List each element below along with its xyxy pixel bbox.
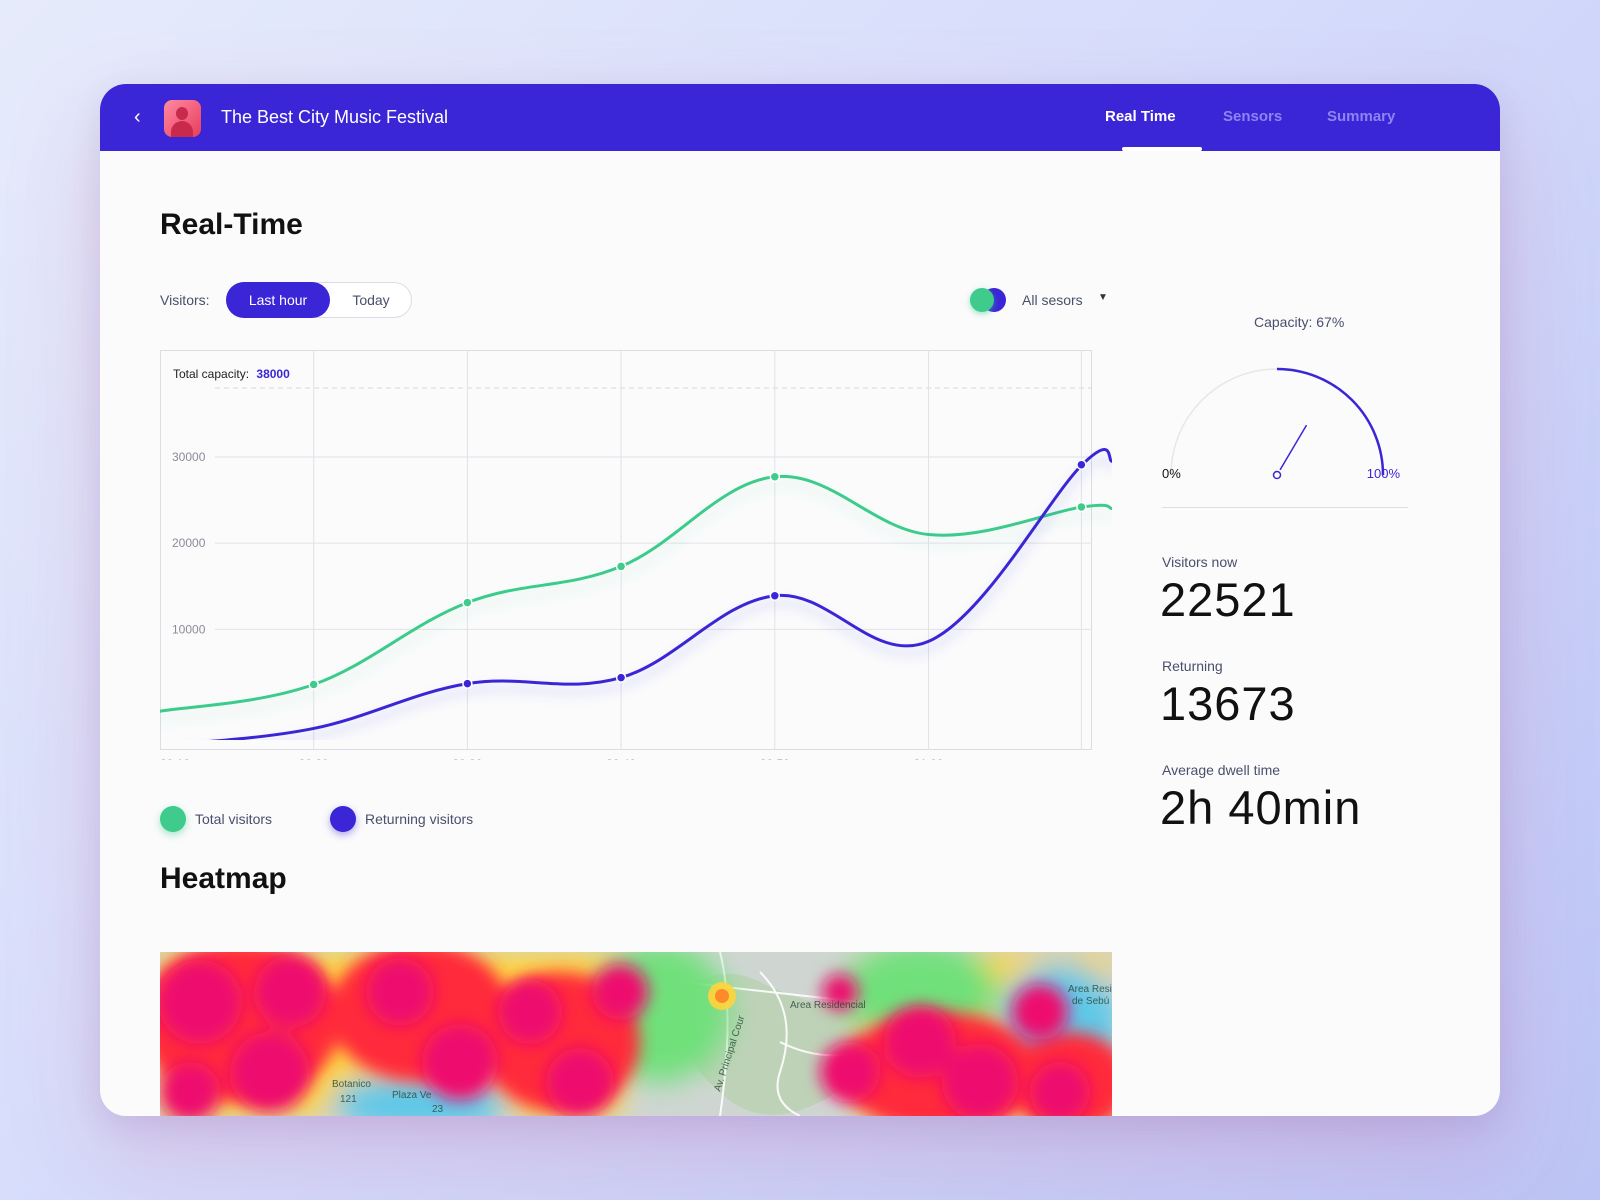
gauge-needle [1279, 424, 1308, 471]
chevron-left-icon[interactable]: ‹ [134, 106, 141, 128]
gauge-max-label: 100% [1366, 466, 1400, 481]
svg-text:Total capacity: 38000: Total capacity: 38000 [173, 367, 290, 381]
y-tick-label: 30000 [172, 450, 206, 464]
divider [1162, 507, 1408, 508]
dwell-time-value: 2h 40min [1160, 781, 1362, 834]
total-visitors-point[interactable] [308, 679, 319, 690]
total-dot [970, 288, 994, 312]
dwell-time-label: Average dwell time [1162, 762, 1281, 778]
x-tick-label: 20:20 [299, 757, 329, 760]
top-bar: ‹ The Best City Music Festival Real Time… [100, 84, 1500, 151]
caret-down-icon[interactable]: ▼ [1098, 292, 1108, 303]
heatmap-map: Area Residencial Area Resi de Sebú Av. P… [160, 952, 1112, 1116]
plot-frame [160, 350, 1092, 750]
gauge-title: Capacity: 67% [1254, 314, 1345, 330]
x-tick-label: 20:30 [452, 757, 482, 760]
dashboard-card: ‹ The Best City Music Festival Real Time… [100, 84, 1500, 1116]
tab-real-time[interactable]: Real Time [1105, 108, 1176, 125]
y-tick-label: 10000 [172, 622, 206, 636]
heatmap[interactable]: Area Residencial Area Resi de Sebú Av. P… [160, 952, 1112, 1116]
returning-visitors-point[interactable] [1076, 459, 1087, 470]
gauge-fill [1276, 367, 1385, 476]
heatmap-title: Heatmap [160, 862, 287, 895]
total-visitors-line [160, 474, 1112, 713]
map-label-plaza: Plaza Ve [392, 1090, 432, 1101]
total-visitors-point[interactable] [462, 597, 473, 608]
y-tick-label: 20000 [172, 536, 206, 550]
x-tick-label: 20:40 [606, 757, 636, 760]
legend-returning-swatch [330, 806, 356, 832]
legend-returning-label: Returning visitors [365, 811, 474, 827]
x-tick-label: 20:10 [160, 757, 190, 760]
map-label-area-residencial: Area Residencial [790, 1000, 866, 1011]
map-label-area-resi: Area Resi [1068, 984, 1112, 995]
total-visitors-point[interactable] [1076, 501, 1087, 513]
returning-visitors-point[interactable] [615, 672, 627, 683]
map-label-23: 23 [432, 1104, 444, 1115]
tab-sensors[interactable]: Sensors [1223, 108, 1283, 125]
capacity-gauge [1162, 324, 1402, 494]
visitors-now-label: Visitors now [1162, 554, 1238, 570]
capacity-value: 38000 [256, 367, 290, 381]
returning-value: 13673 [1160, 677, 1296, 730]
event-avatar [164, 100, 201, 137]
visitors-label: Visitors: [160, 292, 210, 308]
legend-total-swatch [160, 806, 186, 832]
returning-visitors-point[interactable] [769, 590, 781, 601]
map-label-de-sebu: de Sebú [1072, 996, 1109, 1007]
tab-summary[interactable]: Summary [1327, 108, 1396, 125]
legend-total-label: Total visitors [195, 811, 273, 827]
map-label-121: 121 [340, 1094, 357, 1105]
x-tick-label: 21:00 [913, 757, 943, 760]
range-toggle: Last hour Today [226, 282, 412, 318]
returning-visitors-point[interactable] [462, 678, 473, 689]
visitors-chart: 30000 20000 10000 20:10 20:20 20:30 20:40 20:50… [160, 350, 1112, 771]
active-tab-indicator [1122, 147, 1202, 151]
x-tick-label: 20:50 [760, 757, 790, 760]
total-visitors-point[interactable] [769, 471, 781, 483]
sensor-filter[interactable]: All sesors [1022, 292, 1083, 308]
last-hour-button[interactable]: Last hour [226, 282, 330, 318]
visitors-chart-svg: 30000 20000 10000 20:10 20:20 20:30 20:40 20:50… [160, 350, 1112, 771]
total-visitors-point[interactable] [615, 561, 627, 572]
returning-visitors-line [209, 448, 1112, 740]
gauge-track [1170, 368, 1278, 476]
gauge-min-label: 0% [1162, 466, 1181, 481]
legend-total: Total visitors [160, 806, 300, 832]
realtime-title: Real-Time [160, 208, 303, 241]
sensor-toggle[interactable] [970, 288, 1010, 312]
legend-returning: Returning visitors [330, 806, 500, 832]
capacity-label: Total capacity: [173, 367, 249, 381]
visitors-now-value: 22521 [1160, 573, 1296, 626]
today-button[interactable]: Today [352, 292, 390, 308]
app-title: The Best City Music Festival [221, 107, 449, 127]
gauge-pivot [1272, 470, 1282, 480]
map-label-botanico: Botanico [332, 1079, 371, 1090]
capacity-gauge-svg [1170, 367, 1385, 480]
returning-label: Returning [1162, 658, 1223, 674]
